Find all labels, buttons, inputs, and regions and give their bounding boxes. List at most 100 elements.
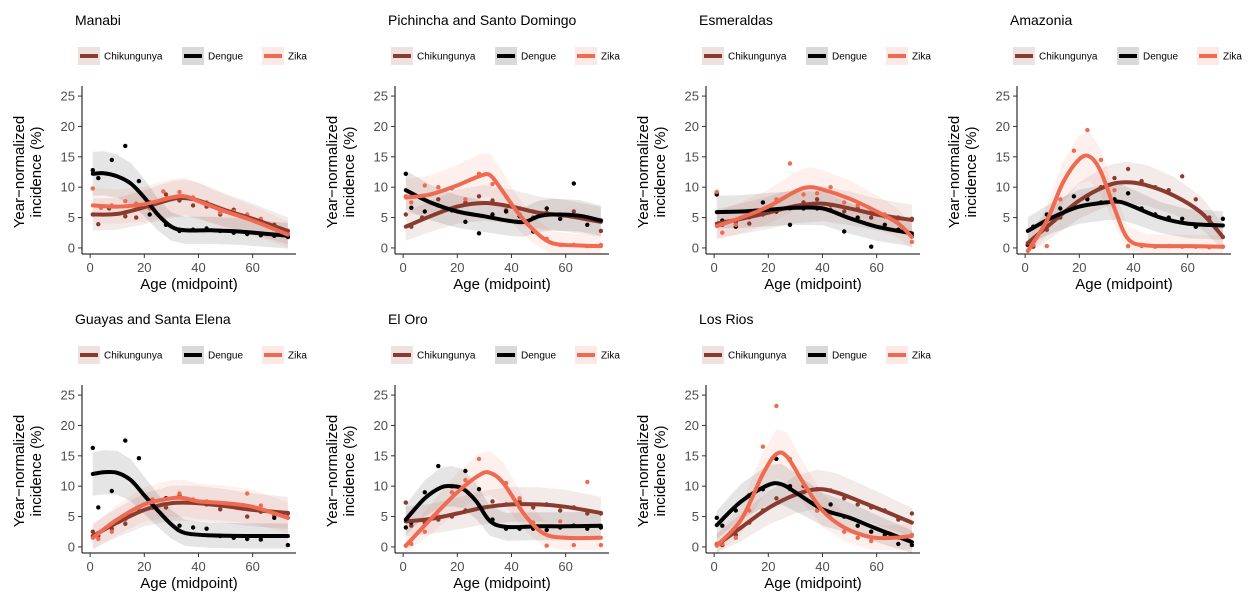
y-tick-label: 10: [374, 479, 388, 494]
y-axis-title-line: incidence (%): [341, 426, 358, 517]
x-axis-title: Age (midpoint): [1075, 276, 1173, 293]
y-axis-title-line: incidence (%): [341, 127, 358, 218]
y-tick-label: 5: [692, 509, 699, 524]
fit-line-dengue: [403, 483, 603, 530]
y-tick-label: 25: [996, 89, 1010, 104]
data-point-zika: [1044, 243, 1049, 249]
data-point-dengue: [422, 209, 427, 214]
y-tick-label: 10: [685, 180, 699, 195]
data-point-dengue: [855, 523, 860, 528]
data-point-dengue: [842, 229, 847, 234]
x-axis-title: Age (midpoint): [764, 575, 862, 592]
y-axis-title-line: Year−normalized: [324, 116, 341, 228]
data-point-zika: [245, 491, 250, 496]
data-point-chikungunya: [436, 197, 441, 202]
legend-label-dengue: Dengue: [208, 52, 243, 63]
legend-label-dengue: Dengue: [832, 351, 867, 362]
fit-line-chikungunya: [90, 500, 290, 538]
data-point-chikungunya: [598, 228, 604, 234]
legend-label-dengue: Dengue: [208, 351, 243, 362]
data-point-dengue: [403, 525, 408, 530]
data-point-zika: [177, 189, 182, 195]
data-point-zika: [1058, 197, 1063, 202]
data-point-chikungunya: [1112, 175, 1117, 181]
y-axis-title-line: incidence (%): [963, 127, 980, 218]
data-point-zika: [842, 529, 847, 534]
data-point-dengue: [869, 529, 874, 534]
data-point-zika: [855, 535, 860, 540]
x-tick-label: 20: [137, 260, 151, 275]
data-point-chikungunya: [855, 502, 860, 507]
data-point-dengue: [476, 487, 482, 492]
data-point-zika: [409, 200, 414, 205]
legend-label-chikungunya: Chikungunya: [1039, 52, 1098, 63]
data-point-zika: [517, 496, 522, 501]
data-point-dengue: [720, 523, 725, 528]
data-point-zika: [801, 192, 806, 197]
data-point-chikungunya: [558, 508, 563, 513]
data-point-dengue: [285, 542, 291, 548]
data-point-chikungunya: [1125, 166, 1131, 172]
data-point-zika: [1085, 127, 1090, 133]
data-point-dengue: [476, 231, 482, 236]
y-tick-label: 15: [685, 448, 699, 463]
panel-esmeraldas: Esmeraldas Chikungunya Dengue Zika 0 5 10 15 20 2…: [635, 12, 931, 293]
data-point-zika: [714, 189, 719, 195]
data-point-dengue: [463, 468, 468, 474]
data-point-chikungunya: [1180, 174, 1185, 179]
y-axis-title: Year−normalizedincidence (%): [324, 116, 358, 228]
legend-label-zika: Zika: [912, 52, 931, 63]
y-axis-title: Year−normalizedincidence (%): [635, 415, 669, 527]
fit-line-dengue: [403, 188, 603, 225]
x-tick-label: 60: [245, 260, 259, 275]
data-point-dengue: [409, 205, 414, 210]
y-tick-label: 15: [61, 149, 75, 164]
y-tick-label: 0: [381, 539, 388, 554]
data-point-dengue: [136, 456, 142, 461]
y-tick-label: 15: [374, 448, 388, 463]
data-point-chikungunya: [123, 521, 128, 526]
y-tick-label: 25: [61, 89, 75, 104]
data-point-chikungunya: [909, 511, 915, 516]
x-tick-label: 60: [558, 260, 572, 275]
legend-label-zika: Zika: [1223, 52, 1242, 63]
x-tick-label: 0: [1022, 260, 1029, 275]
y-tick-label: 5: [68, 210, 75, 225]
panel-title: Amazonia: [1010, 12, 1072, 28]
data-point-dengue: [909, 542, 915, 548]
y-tick-label: 5: [381, 509, 388, 524]
data-point-zika: [787, 161, 793, 166]
panel-title: Manabi: [75, 12, 121, 28]
x-tick-label: 20: [137, 559, 151, 574]
ci-band-chikungunya: [405, 185, 601, 241]
data-point-dengue: [714, 515, 719, 520]
fit-line-zika: [403, 470, 603, 548]
x-tick-label: 40: [1126, 260, 1140, 275]
data-point-zika: [598, 542, 604, 548]
legend-label-zika: Zika: [601, 52, 620, 63]
data-point-dengue: [760, 200, 766, 205]
data-point-dengue: [544, 206, 549, 211]
panel-title: Los Rios: [699, 311, 753, 327]
fit-line-zika: [403, 172, 603, 249]
fit-line-dengue: [714, 205, 914, 236]
data-point-zika: [869, 538, 874, 544]
data-point-chikungunya: [218, 507, 223, 512]
data-point-chikungunya: [490, 499, 495, 504]
x-tick-label: 0: [400, 559, 407, 574]
data-point-dengue: [90, 168, 96, 173]
data-point-zika: [422, 183, 427, 188]
data-point-dengue: [436, 463, 441, 469]
x-tick-label: 20: [450, 260, 464, 275]
y-tick-label: 5: [381, 210, 388, 225]
legend-label-dengue: Dengue: [832, 52, 867, 63]
y-axis-title-line: Year−normalized: [11, 415, 28, 527]
data-point-dengue: [896, 541, 901, 547]
y-tick-label: 5: [1003, 210, 1010, 225]
x-tick-label: 20: [450, 559, 464, 574]
panel-manabi: Manabi Chikungunya Dengue Zika 0 5 10 15 20 25 0 20…: [11, 12, 307, 293]
y-tick-label: 20: [374, 119, 388, 134]
panel-title: Esmeraldas: [699, 12, 773, 28]
y-axis-title: Year−normalizedincidence (%): [946, 116, 980, 228]
